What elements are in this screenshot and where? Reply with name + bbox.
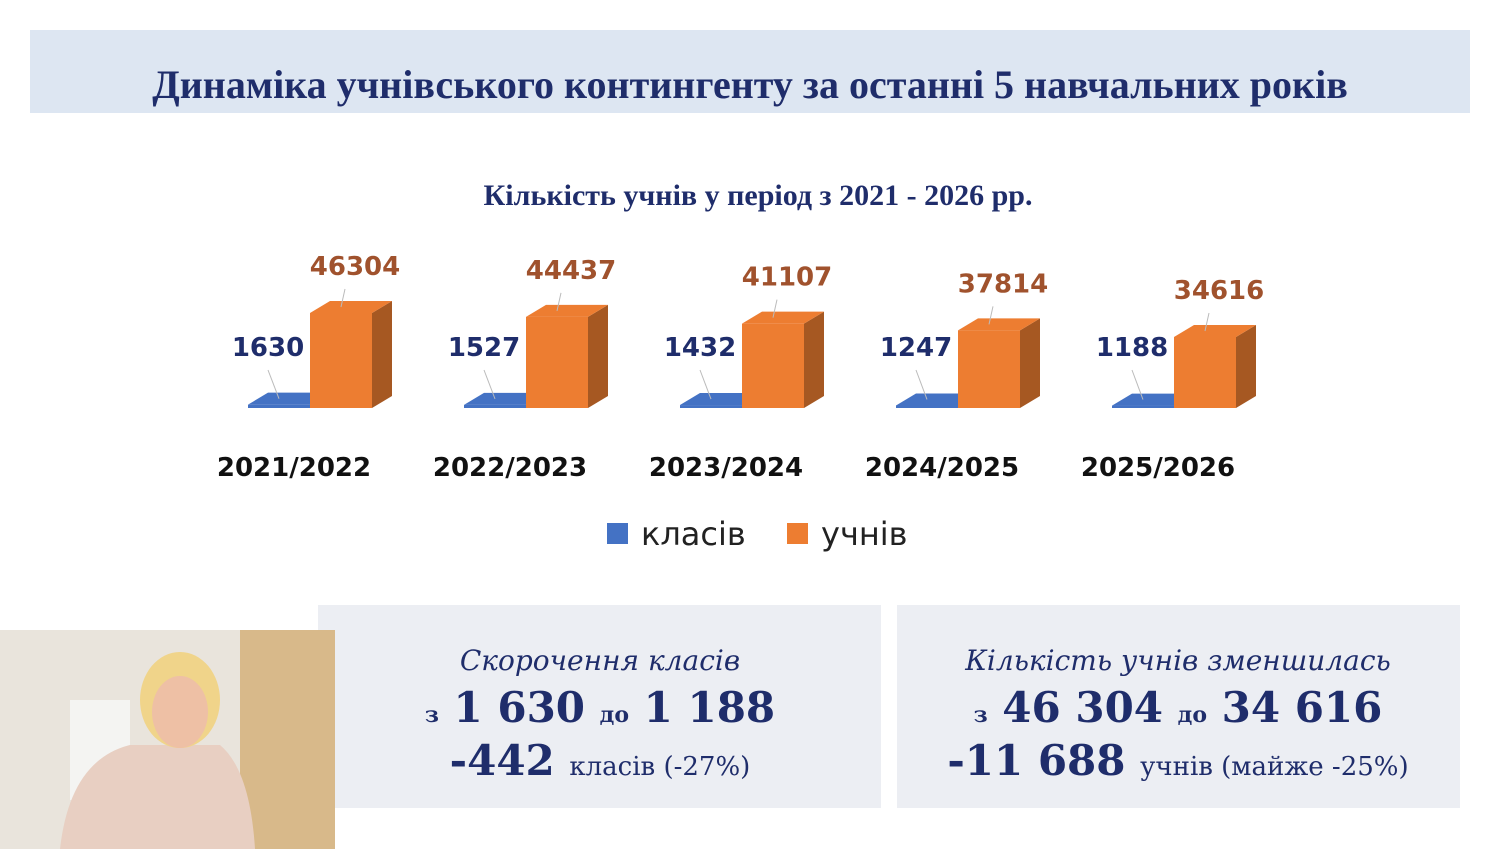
bar-front (896, 405, 958, 408)
summary-box (897, 605, 1460, 808)
x-tick-label: 2021/2022 (217, 453, 371, 483)
bar-side (804, 311, 824, 408)
bar-top (1112, 393, 1194, 406)
bar-top (464, 392, 546, 405)
data-label: 1630 (232, 333, 304, 363)
bar-side (1236, 324, 1256, 408)
box-change: -442 класів (-27%) (450, 736, 751, 785)
summary-text: Скорочення класів з 1 630 до 1 188 -442 … (425, 644, 1409, 785)
person-body (60, 745, 255, 849)
bar-top (896, 393, 978, 406)
bar-side (372, 301, 392, 408)
data-label: 44437 (526, 256, 616, 286)
data-label: 1432 (664, 333, 736, 363)
leader-line (772, 299, 778, 318)
change: -11 688 (947, 736, 1125, 785)
bar (526, 304, 608, 408)
bar (1174, 324, 1256, 408)
bar-top (1174, 324, 1256, 337)
box-heading: Скорочення класів (460, 644, 740, 677)
note: класів (-27%) (569, 752, 750, 782)
data-label: 34616 (1174, 276, 1264, 306)
change: -442 (450, 736, 555, 785)
box-change: -11 688 учнів (майже -25%) (947, 736, 1408, 785)
leader-line (556, 292, 562, 311)
door (240, 630, 335, 849)
to: 1 188 (644, 683, 776, 732)
bar-front (310, 313, 372, 408)
bar-front (742, 323, 804, 408)
word: з (425, 702, 439, 728)
bar-front (526, 316, 588, 408)
bar (310, 301, 392, 408)
bar-front (1174, 336, 1236, 408)
box-range: з 46 304 до 34 616 (974, 683, 1383, 732)
bar-front (464, 404, 526, 408)
x-tick-label: 2022/2023 (433, 453, 587, 483)
data-label: 1527 (448, 333, 520, 363)
bar (742, 311, 824, 408)
bar-side (1020, 318, 1040, 408)
bar-top (742, 311, 824, 324)
bar-front (958, 330, 1020, 408)
data-label: 1188 (1096, 333, 1168, 363)
x-tick-label: 2025/2026 (1081, 453, 1235, 483)
bar (958, 318, 1040, 408)
x-tick-label: 2024/2025 (865, 453, 1019, 483)
bar-top (958, 318, 1040, 331)
word: до (1178, 702, 1207, 728)
webcam (0, 630, 335, 849)
leader-line (1131, 369, 1144, 400)
legend-swatch (607, 523, 628, 544)
bar-front (1112, 405, 1174, 408)
x-tick-label: 2023/2024 (649, 453, 803, 483)
legend-label: класів (641, 515, 746, 553)
leader-line (1204, 312, 1210, 332)
box-range: з 1 630 до 1 188 (425, 683, 775, 732)
leader-line (267, 369, 280, 399)
data-label: 41107 (742, 263, 832, 293)
slide-title: Динаміка учнівського контингенту за оста… (152, 62, 1348, 107)
data-label: 1247 (880, 333, 952, 363)
bar-top (526, 304, 608, 317)
chart-title: Кількість учнів у період з 2021 - 2026 р… (484, 179, 1033, 212)
box-heading: Кількість учнів зменшилась (964, 644, 1391, 677)
person-face (152, 676, 208, 748)
summary-box (318, 605, 881, 808)
bar-top (680, 393, 762, 406)
bar-top (248, 392, 330, 405)
note: учнів (майже -25%) (1140, 752, 1409, 782)
from: 1 630 (454, 683, 586, 732)
bar-front (248, 404, 310, 408)
header-band (30, 30, 1470, 113)
legend-label: учнів (821, 515, 908, 553)
from: 46 304 (1002, 683, 1163, 732)
leader-line (699, 369, 712, 400)
data-label: 46304 (310, 252, 400, 282)
word: з (974, 702, 988, 728)
leader-line (988, 306, 994, 325)
bar-side (588, 304, 608, 408)
leader-line (915, 369, 928, 400)
to: 34 616 (1222, 683, 1383, 732)
word: до (600, 702, 629, 728)
leader-line (340, 288, 346, 308)
data-label: 37814 (958, 269, 1048, 299)
bar-front (680, 405, 742, 408)
leader-line (483, 369, 496, 400)
bar-top (310, 301, 392, 313)
legend-swatch (787, 523, 808, 544)
